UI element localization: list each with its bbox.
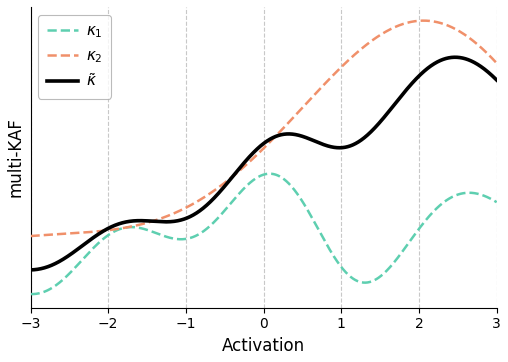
$\kappa_1$: [494, 200, 500, 205]
Legend: $\kappa_1$, $\kappa_2$, $\tilde{\kappa}$: $\kappa_1$, $\kappa_2$, $\tilde{\kappa}$: [38, 14, 111, 98]
$\kappa_2$: [395, 24, 401, 28]
$\kappa_2$: [254, 152, 260, 157]
$\kappa_1$: [242, 185, 248, 190]
Line: $\tilde{\kappa}$: $\tilde{\kappa}$: [30, 57, 497, 270]
$\kappa_2$: [494, 61, 500, 65]
Line: $\kappa_1$: $\kappa_1$: [30, 174, 497, 294]
$\kappa_2$: [421, 18, 427, 23]
$\kappa_2$: [27, 234, 34, 238]
$\kappa_2$: [51, 232, 57, 237]
$\tilde{\kappa}$: [480, 66, 486, 70]
$\kappa_1$: [267, 172, 273, 176]
$\tilde{\kappa}$: [242, 160, 248, 164]
Y-axis label: multi-KAF: multi-KAF: [7, 117, 25, 197]
$\tilde{\kappa}$: [494, 78, 500, 82]
$\kappa_1$: [395, 255, 401, 260]
$\kappa_1$: [51, 284, 57, 289]
$\kappa_2$: [242, 164, 248, 168]
$\kappa_1$: [28, 292, 35, 296]
$\tilde{\kappa}$: [452, 55, 458, 59]
$\kappa_2$: [480, 47, 486, 52]
$\tilde{\kappa}$: [254, 147, 260, 151]
Line: $\kappa_2$: $\kappa_2$: [30, 21, 497, 236]
$\kappa_1$: [481, 193, 487, 198]
$\kappa_2$: [481, 47, 487, 52]
X-axis label: Activation: Activation: [222, 337, 305, 355]
$\kappa_1$: [255, 175, 261, 180]
$\tilde{\kappa}$: [27, 268, 34, 272]
$\tilde{\kappa}$: [395, 98, 401, 103]
$\kappa_1$: [481, 193, 487, 198]
$\kappa_1$: [27, 292, 34, 296]
$\tilde{\kappa}$: [51, 262, 57, 266]
$\tilde{\kappa}$: [481, 66, 487, 71]
